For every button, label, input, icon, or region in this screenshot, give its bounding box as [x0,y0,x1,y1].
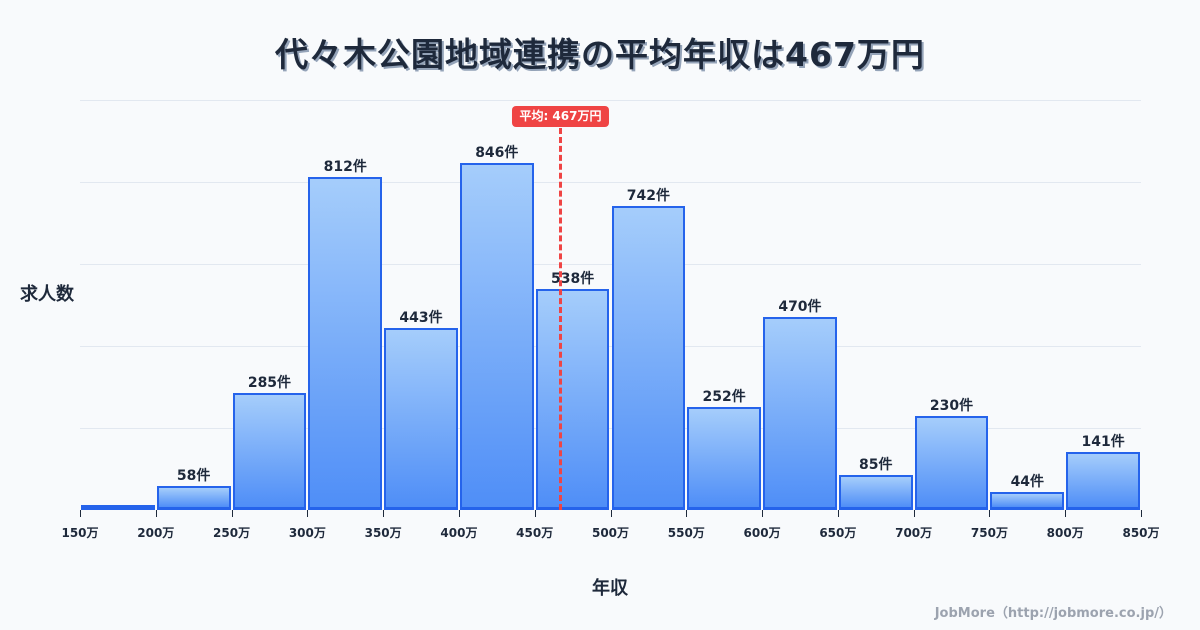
x-axis-tick-label: 450万 [516,526,554,540]
histogram-plot-area: 58件 285件 812件 443件 846件 538件 742件 252件 470件 85件 23… [61,100,1160,540]
x-axis-tick-label: 550万 [667,526,705,540]
bar-value-label: 252件 [702,388,746,405]
x-axis-tick [155,510,157,517]
gridline [80,182,1141,183]
bar-value-label: 470件 [778,299,822,316]
x-axis-tick [534,510,536,517]
histogram-bar [1066,452,1140,510]
mean-value-badge: 平均: 467万円 [512,106,609,127]
bar-value-label: 846件 [475,145,519,162]
gridline [80,428,1141,429]
x-axis-tick [383,510,385,517]
bar-value-label: 230件 [929,397,974,414]
x-axis-tick-label: 600万 [743,526,781,540]
histogram-bar [459,163,534,510]
x-axis-tick-label: 350万 [364,526,402,540]
mean-dashed-line [559,128,563,510]
histogram-bar [763,317,837,510]
x-axis-tick-label: 400万 [440,526,478,540]
bar-value-label: 58件 [176,468,211,485]
histogram-bar [308,177,383,510]
x-axis-tick-label: 250万 [213,526,251,540]
histogram-bar [232,393,307,510]
x-axis-tick [837,510,839,517]
x-axis-tick [762,510,764,517]
x-axis-tick-label: 650万 [819,526,857,540]
x-axis-tick-label: 700万 [895,526,933,540]
x-axis-tick-label: 800万 [1046,526,1084,540]
histogram-bar [384,328,458,510]
histogram-bar [990,491,1065,510]
chart-title: 代々木公園地域連携の平均年収は467万円 [275,35,925,74]
bar-value-label: 742件 [626,187,670,204]
histogram-bar [838,475,913,510]
x-axis-tick [231,510,233,517]
y-axis-label: 求人数 [20,284,74,305]
histogram-bar [81,505,155,510]
x-axis-tick-label: 750万 [970,526,1008,540]
bar-value-label: 812件 [323,159,367,176]
x-axis-tick [610,510,612,517]
x-axis-tick [80,510,81,517]
bar-value-label: 44件 [1010,473,1045,490]
x-axis-label: 年収 [592,578,628,599]
x-axis-tick-label: 150万 [61,526,99,540]
x-axis-tick [913,510,915,517]
x-axis-tick-label: 200万 [137,526,175,540]
x-axis-tick [1141,510,1142,517]
histogram-bar [687,406,762,510]
bar-value-label: 85件 [859,457,893,474]
x-axis-tick [1065,510,1067,517]
x-axis-tick-label: 500万 [591,526,630,540]
histogram-bar [914,415,989,510]
histogram-bar [156,486,231,510]
source-credit: JobMore（http://jobmore.co.jp/） [934,606,1172,621]
bar-value-label: 141件 [1081,434,1125,451]
gridline [80,346,1141,347]
x-axis-tick [686,510,688,517]
histogram-bar [535,289,610,510]
bar-value-label: 538件 [550,271,595,288]
x-axis-tick [989,510,991,517]
gridline [80,264,1141,265]
gridline [80,100,1141,101]
x-axis-tick [458,510,460,517]
x-axis-tick [307,510,309,517]
histogram-bar [611,205,686,510]
bar-value-label: 285件 [247,375,292,392]
bar-value-label: 443件 [399,310,443,327]
x-axis-tick-label: 300万 [288,526,326,540]
x-axis-tick-label: 850万 [1122,526,1160,540]
